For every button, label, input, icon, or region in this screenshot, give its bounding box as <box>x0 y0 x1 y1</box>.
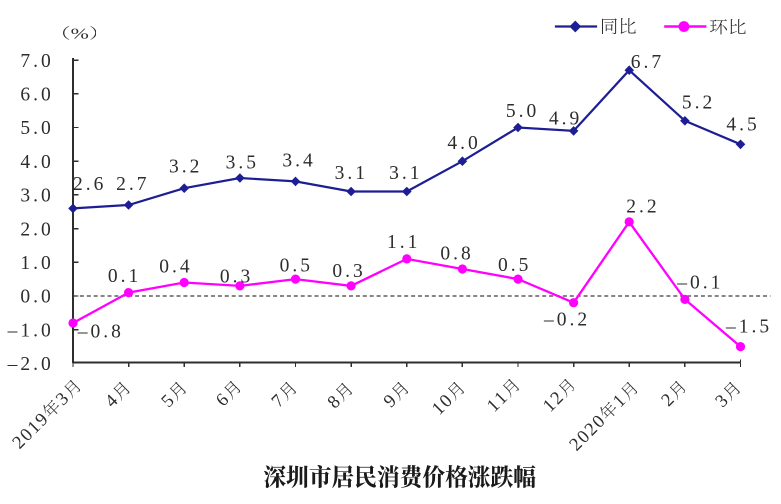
svg-text:3.2: 3.2 <box>169 157 202 178</box>
svg-text:4.9: 4.9 <box>549 108 582 129</box>
svg-text:5.2: 5.2 <box>682 93 715 114</box>
svg-text:3.1: 3.1 <box>335 163 368 184</box>
svg-text:5.0: 5.0 <box>506 101 539 122</box>
svg-text:0.3: 0.3 <box>220 266 253 287</box>
svg-text:2.2: 2.2 <box>626 196 659 217</box>
svg-text:0.4: 0.4 <box>159 257 192 278</box>
svg-text:1.1: 1.1 <box>387 232 420 253</box>
svg-text:4.5: 4.5 <box>726 115 759 136</box>
svg-text:2.6: 2.6 <box>73 174 106 195</box>
svg-text:0.8: 0.8 <box>440 244 473 265</box>
svg-text:0.0: 0.0 <box>20 287 53 308</box>
svg-text:2.0: 2.0 <box>20 219 53 240</box>
svg-text:3.0: 3.0 <box>20 186 53 207</box>
svg-text:7.0: 7.0 <box>20 51 53 72</box>
svg-text:0.5: 0.5 <box>280 256 313 277</box>
svg-text:3.1: 3.1 <box>389 163 422 184</box>
svg-text:3.4: 3.4 <box>282 151 315 172</box>
svg-text:–1.0: –1.0 <box>7 320 54 341</box>
svg-text:4.0: 4.0 <box>447 133 480 154</box>
svg-text:5.0: 5.0 <box>20 118 53 139</box>
svg-text:0.3: 0.3 <box>332 261 365 282</box>
svg-text:–0.1: –0.1 <box>676 273 723 294</box>
svg-text:0.1: 0.1 <box>108 266 141 287</box>
svg-text:6.0: 6.0 <box>20 85 53 106</box>
svg-text:–0.8: –0.8 <box>77 321 124 342</box>
svg-text:1.0: 1.0 <box>20 253 53 274</box>
svg-text:0.5: 0.5 <box>498 255 531 276</box>
svg-text:4.0: 4.0 <box>20 152 53 173</box>
svg-text:2.7: 2.7 <box>116 174 149 195</box>
svg-text:3.5: 3.5 <box>226 153 259 174</box>
svg-text:–2.0: –2.0 <box>7 354 54 375</box>
svg-text:–1.5: –1.5 <box>725 316 772 337</box>
svg-text:6.7: 6.7 <box>631 52 664 73</box>
svg-text:–0.2: –0.2 <box>543 310 590 331</box>
